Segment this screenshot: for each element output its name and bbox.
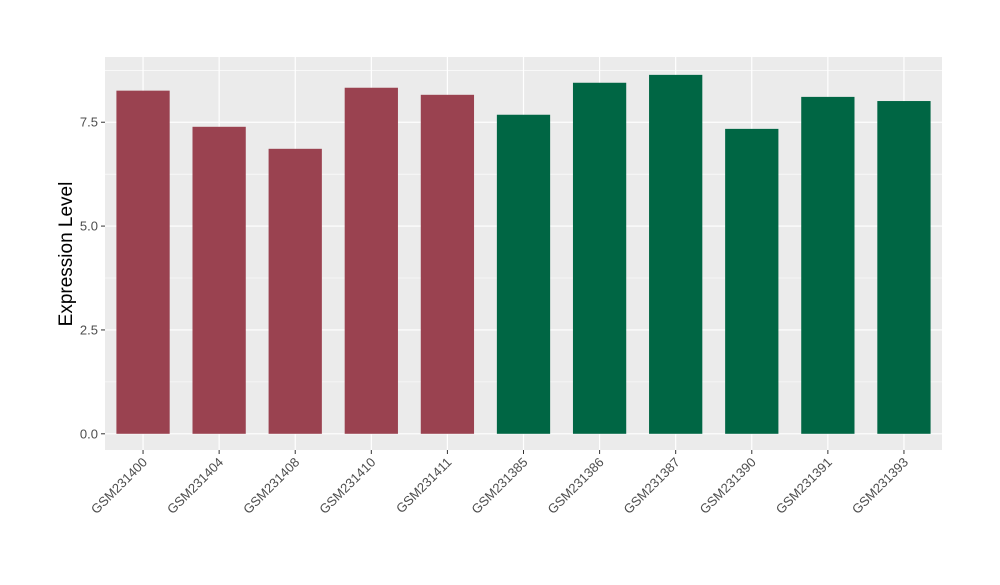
x-tick-label: GSM231385 <box>468 455 530 517</box>
x-tick-label: GSM231408 <box>240 455 302 517</box>
bar-GSM231408 <box>268 148 322 434</box>
x-tick-label: GSM231393 <box>849 455 911 517</box>
bar-GSM231391 <box>801 96 855 434</box>
y-tick-label: 2.5 <box>80 322 98 337</box>
x-tick-label: GSM231391 <box>773 455 835 517</box>
x-tick-label: GSM231404 <box>164 455 226 517</box>
bar-GSM231390 <box>725 128 779 434</box>
x-tick-label: GSM231387 <box>621 455 683 517</box>
x-tick-label: GSM231390 <box>697 455 759 517</box>
bar-GSM231410 <box>344 87 398 434</box>
y-tick-label: 5.0 <box>80 219 98 234</box>
y-axis: 0.0 2.5 5.0 7.5 <box>80 115 105 441</box>
bar-GSM231387 <box>649 74 703 434</box>
x-axis: GSM231400 GSM231404 GSM231408 GSM231410 GSM2… <box>88 450 911 517</box>
bar-GSM231411 <box>420 94 475 434</box>
bar-GSM231393 <box>877 101 931 434</box>
bar-GSM231385 <box>496 114 551 434</box>
x-tick-label: GSM231410 <box>316 455 378 517</box>
x-tick-label: GSM231400 <box>88 455 150 517</box>
y-tick-label: 0.0 <box>80 426 98 441</box>
bar-GSM231400 <box>116 90 170 434</box>
y-tick-label: 7.5 <box>80 115 98 130</box>
x-tick-label: GSM231411 <box>393 455 455 517</box>
bars <box>116 74 931 434</box>
bar-GSM231404 <box>192 126 246 434</box>
bar-GSM231386 <box>572 82 627 434</box>
x-tick-label: GSM231386 <box>544 455 606 517</box>
y-axis-label: Expression Level <box>56 182 77 327</box>
